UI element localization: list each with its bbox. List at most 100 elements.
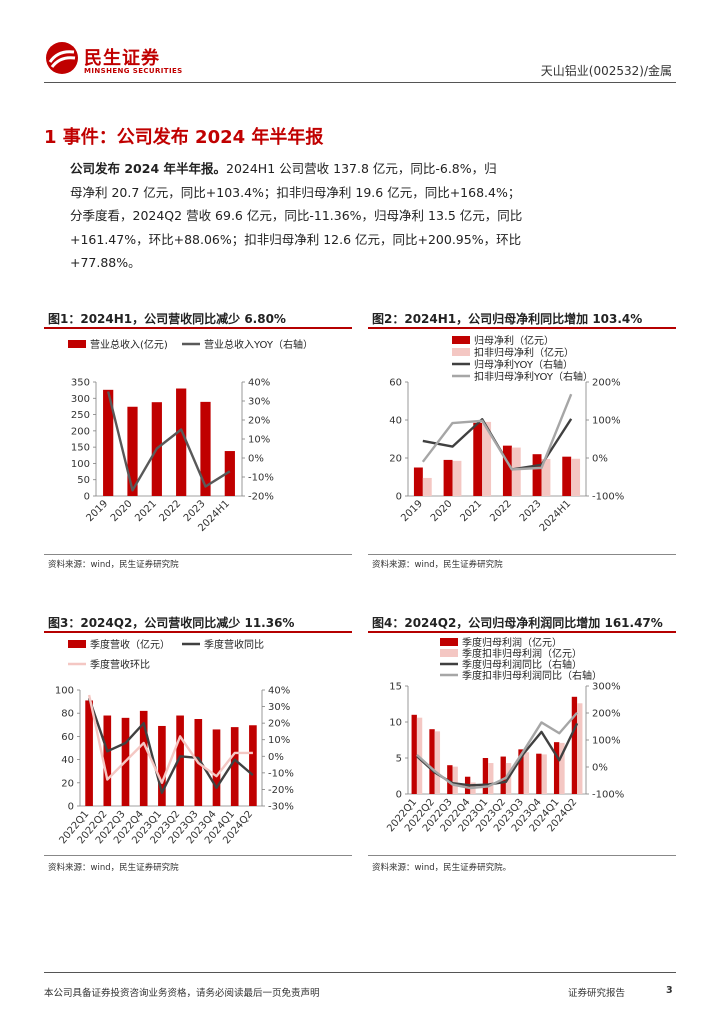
x-tick-label: 2020 — [429, 498, 455, 524]
y-tick-label: 300 — [71, 394, 90, 405]
y-tick-label: 40 — [61, 755, 74, 766]
logo-text-cn: 民生证券 — [84, 48, 160, 69]
legend-swatch-bar — [68, 340, 86, 348]
bar-1 — [176, 388, 187, 496]
bar-1 — [518, 749, 524, 794]
bar-2 — [559, 742, 565, 794]
bar-1 — [502, 445, 512, 496]
bar-2 — [422, 477, 432, 496]
paragraph-line-5: +77.88%。 — [70, 255, 141, 270]
footer-divider — [44, 972, 676, 973]
x-tick-label: 2019 — [399, 498, 425, 524]
section-title: 1 事件：公司发布 2024 年半年报 — [44, 127, 324, 148]
figure-1-top-rule — [44, 327, 352, 329]
figure-4-chart: 051015-100%0%100%200%300%2022Q12022Q2202… — [385, 636, 624, 834]
summary-paragraph: 公司发布 2024 年半年报。2024H1 公司营收 137.8 亿元，同比-6… — [70, 157, 523, 275]
bar-2 — [577, 703, 583, 794]
paragraph-line-4: +161.47%，环比+88.06%；扣非归母净利 12.6 亿元，同比+200… — [70, 231, 522, 247]
bar-1 — [532, 454, 542, 496]
legend-label: 营业总收入YOY（右轴） — [204, 338, 313, 351]
bar-1 — [443, 459, 453, 496]
bar-2 — [541, 754, 547, 794]
bar-1 — [482, 758, 489, 794]
y-tick-label: 40 — [389, 416, 402, 427]
y2-tick-label: 30% — [248, 397, 270, 408]
bar-2 — [482, 421, 492, 496]
figure-4-bottom-rule — [368, 855, 676, 856]
y-tick-label: 100 — [55, 686, 74, 697]
figure-3-top-rule — [44, 631, 352, 633]
x-tick-label: 2022 — [488, 498, 514, 524]
bar-1 — [176, 715, 184, 806]
paragraph-line-1: 2024H1 公司营收 137.8 亿元，同比-6.8%，归 — [226, 161, 497, 176]
y-tick-label: 80 — [61, 709, 74, 720]
legend-label: 季度营收环比 — [90, 658, 150, 671]
legend-label: 季度扣非归母利润同比（右轴） — [462, 669, 602, 682]
figure-1-chart: 0 50 100 150 200 250 300 350 -20% -10% 0% 10% 20% 30%… — [68, 338, 313, 534]
figure-4-source: 资料来源：wind，民生证券研究院。 — [372, 863, 512, 873]
y-tick-label: 100 — [71, 459, 90, 470]
y-tick-label: 0 — [68, 802, 74, 813]
figure-4-top-rule — [368, 631, 676, 633]
figure-1-source: 资料来源：wind，民生证券研究院 — [48, 560, 179, 570]
y2-tick-label: 20% — [248, 416, 270, 427]
bar-2 — [571, 458, 581, 496]
y2-tick-label: 0% — [592, 763, 608, 774]
y2-tick-label: 30% — [268, 702, 290, 713]
bar-1 — [447, 765, 453, 794]
x-tick-label: 2020 — [109, 498, 135, 524]
bar-2 — [541, 458, 551, 496]
x-tick-label: 2021 — [133, 498, 159, 524]
legend-label: 扣非归母净利YOY（右轴） — [474, 370, 593, 383]
series-line-1 — [87, 697, 254, 794]
y2-tick-label: 200% — [592, 709, 621, 720]
figure-2-source: 资料来源：wind，民生证券研究院 — [372, 560, 503, 570]
figure-3-chart: 020406080100-30%-20%-10%0%10%20%30%40%20… — [55, 638, 294, 846]
series-line-1 — [107, 391, 231, 492]
legend-swatch-bar — [452, 336, 470, 344]
y-tick-label: 0 — [396, 790, 402, 801]
figure-3-bottom-rule — [44, 855, 352, 856]
y-tick-label: 20 — [61, 778, 74, 789]
y2-tick-label: 0% — [268, 752, 284, 763]
bar-1 — [473, 422, 483, 496]
bar-1 — [139, 710, 148, 806]
bar-1 — [562, 456, 572, 496]
y-tick-label: 350 — [71, 378, 90, 389]
y2-tick-label: 200% — [592, 378, 621, 389]
legend-label: 扣非归母净利（亿元） — [474, 346, 574, 359]
series-line-2 — [416, 711, 579, 790]
y2-tick-label: 10% — [268, 735, 290, 746]
bar-1 — [411, 714, 417, 794]
bar-2 — [452, 766, 458, 794]
bar-1 — [103, 715, 112, 806]
y-tick-label: 15 — [389, 682, 402, 693]
y2-tick-label: 40% — [248, 378, 270, 389]
bar-2 — [488, 763, 494, 794]
x-tick-label: 2023 — [518, 498, 544, 524]
y-tick-label: 60 — [389, 378, 402, 389]
figure-3-source: 资料来源：wind，民生证券研究院 — [48, 863, 179, 873]
legend-label: 季度扣非归母利润（亿元） — [462, 647, 582, 660]
logo — [44, 40, 184, 80]
paragraph-line-3: 分季度看，2024Q2 营收 69.6 亿元，同比-11.36%，归母净利 13… — [70, 208, 523, 223]
legend-swatch-bar — [440, 638, 458, 646]
y2-tick-label: -20% — [268, 785, 294, 796]
bar-1 — [413, 467, 423, 496]
figure-1-title: 图1：2024H1，公司营收同比减少 6.80% — [48, 312, 286, 326]
bar-2 — [523, 752, 530, 794]
legend-swatch-bar — [452, 348, 470, 356]
bar-1 — [230, 727, 239, 806]
y-tick-label: 150 — [71, 443, 90, 454]
y-tick-label: 50 — [77, 475, 90, 486]
figure-2-top-rule — [368, 327, 676, 329]
y-tick-label: 10 — [389, 718, 402, 729]
bar-1 — [249, 725, 257, 806]
bar-1 — [127, 406, 138, 496]
paragraph-line-2: 母净利 20.7 亿元，同比+103.4%；扣非归母净利 19.6 亿元，同比+… — [70, 184, 521, 200]
y2-tick-label: -20% — [248, 492, 274, 503]
figure-1-bottom-rule — [44, 554, 352, 555]
figure-4-title: 图4：2024Q2，公司归母净利润同比增加 161.47% — [372, 616, 663, 630]
bar-1 — [212, 729, 221, 806]
